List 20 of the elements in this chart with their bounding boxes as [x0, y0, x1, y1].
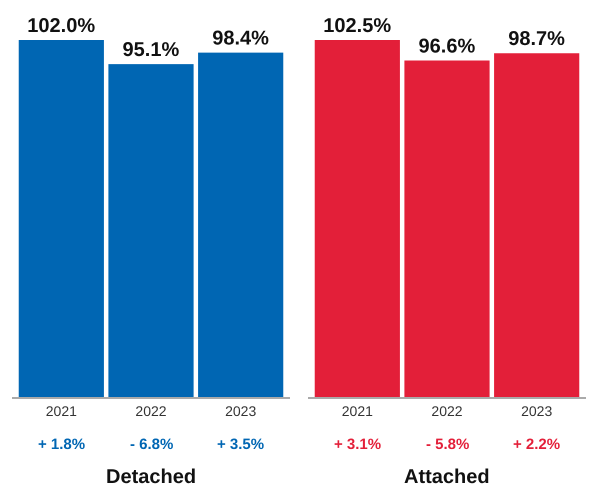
- data-label: 98.7%: [508, 28, 566, 50]
- x-tick-label: 2023: [225, 402, 256, 419]
- x-tick-label: 2021: [342, 402, 374, 419]
- text: + 3.1%: [334, 436, 382, 453]
- data-label: 96.6%: [418, 36, 476, 58]
- data-label: 98.4%: [212, 28, 270, 50]
- text: - 6.8%: [130, 436, 174, 453]
- x-tick-label: 2022: [431, 402, 463, 419]
- text: + 3.5%: [217, 436, 264, 453]
- data-label: 102.5%: [323, 15, 392, 37]
- text: + 1.8%: [38, 436, 86, 453]
- text: - 5.8%: [426, 436, 470, 453]
- x-axis-title: Detached: [106, 466, 196, 488]
- text: + 2.2%: [513, 436, 560, 453]
- x-tick-label: 2021: [46, 402, 78, 419]
- data-label: 95.1%: [122, 39, 180, 62]
- x-axis-title: Attached: [404, 466, 490, 488]
- x-tick-label: 2023: [521, 402, 552, 419]
- data-label: 102.0%: [27, 15, 96, 37]
- x-tick-label: 2022: [135, 402, 167, 419]
